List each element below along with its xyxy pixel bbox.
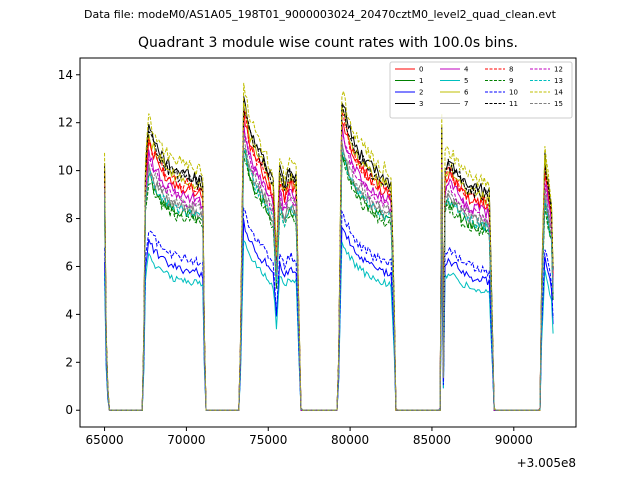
x-tick-label: 80000 xyxy=(331,433,369,447)
legend-label-0: 0 xyxy=(419,66,423,74)
legend-label-9: 9 xyxy=(509,77,513,85)
legend-label-11: 11 xyxy=(509,100,518,108)
y-tick-label: 6 xyxy=(65,259,73,273)
legend-label-4: 4 xyxy=(464,66,469,74)
series-line-1 xyxy=(104,150,554,411)
series-line-11 xyxy=(104,103,554,411)
legend-label-13: 13 xyxy=(554,77,563,85)
series-line-12 xyxy=(104,129,554,411)
y-tick-label: 4 xyxy=(65,307,73,321)
series-line-5 xyxy=(104,239,554,411)
x-tick-label: 65000 xyxy=(85,433,123,447)
y-tick-label: 14 xyxy=(58,68,73,82)
series-line-13 xyxy=(104,148,554,411)
legend-label-8: 8 xyxy=(509,66,513,74)
x-offset-label: +3.005e8 xyxy=(517,456,576,470)
series-line-0 xyxy=(104,108,554,411)
series-line-14 xyxy=(104,82,554,411)
series-line-15 xyxy=(104,133,554,411)
series-layer xyxy=(104,82,554,411)
series-line-4 xyxy=(104,121,554,411)
legend-label-10: 10 xyxy=(509,89,518,97)
legend-label-6: 6 xyxy=(464,89,469,97)
legend-label-5: 5 xyxy=(464,77,468,85)
x-axis: 65000 70000 75000 80000 85000 90000 xyxy=(85,427,533,447)
legend-label-7: 7 xyxy=(464,100,468,108)
x-tick-label: 85000 xyxy=(413,433,451,447)
x-tick-label: 90000 xyxy=(495,433,533,447)
legend-label-15: 15 xyxy=(554,100,563,108)
series-line-3 xyxy=(104,96,554,411)
x-tick-label: 70000 xyxy=(167,433,205,447)
y-tick-label: 0 xyxy=(65,403,73,417)
series-line-10 xyxy=(104,206,554,411)
y-tick-label: 10 xyxy=(58,164,73,178)
series-line-2 xyxy=(104,219,554,411)
series-line-9 xyxy=(104,154,554,411)
legend-label-3: 3 xyxy=(419,100,423,108)
legend-label-2: 2 xyxy=(419,89,423,97)
legend-label-12: 12 xyxy=(554,66,563,74)
y-tick-label: 12 xyxy=(58,116,73,130)
figure-suptitle: Data file: modeM0/AS1A05_198T01_90000030… xyxy=(84,8,556,21)
plot-title: Quadrant 3 module wise count rates with … xyxy=(138,35,518,51)
legend-box xyxy=(389,61,573,119)
y-axis: 0 2 4 6 8 10 12 14 xyxy=(58,68,80,417)
y-tick-label: 2 xyxy=(65,355,73,369)
legend-label-1: 1 xyxy=(419,77,423,85)
x-tick-label: 75000 xyxy=(249,433,287,447)
plot-frame xyxy=(79,57,577,428)
y-tick-label: 8 xyxy=(65,212,73,226)
legend-label-14: 14 xyxy=(554,89,563,97)
